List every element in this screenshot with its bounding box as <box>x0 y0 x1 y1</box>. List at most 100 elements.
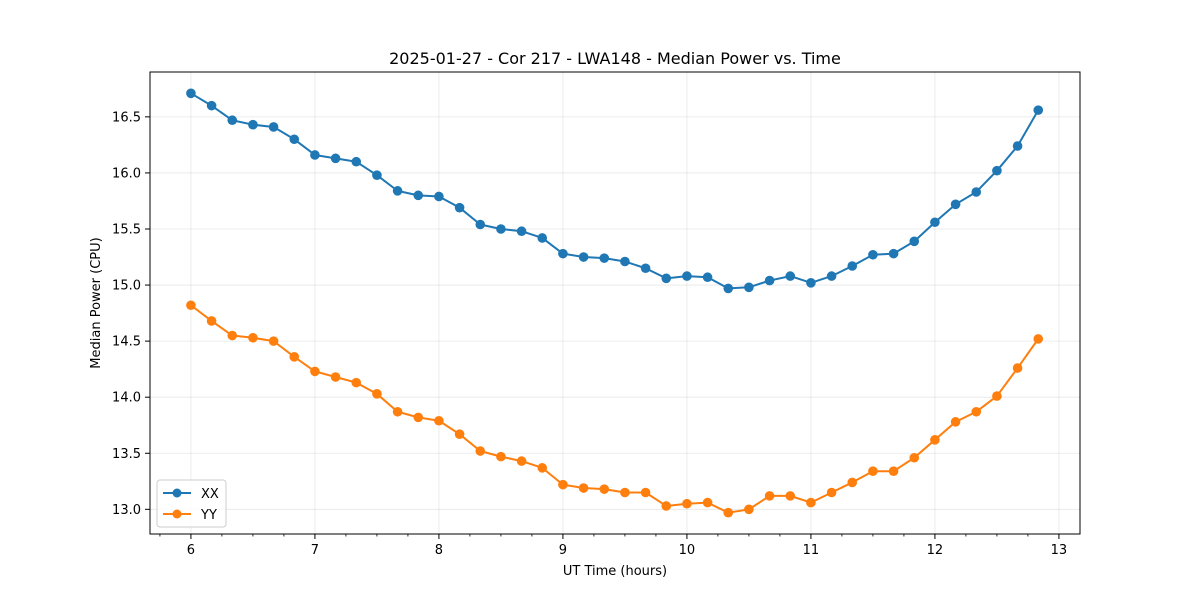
data-point-yy <box>516 456 527 466</box>
data-point-xx <box>640 263 651 274</box>
plot-frame <box>149 71 1081 535</box>
legend-xx-label: XX <box>201 487 219 502</box>
data-point-xx <box>785 271 796 281</box>
legend: XX YY <box>156 479 227 528</box>
data-point-xx <box>930 217 940 228</box>
data-point-yy <box>620 487 630 498</box>
data-point-yy <box>723 507 734 518</box>
data-point-xx <box>186 88 196 99</box>
data-point-yy <box>248 332 258 343</box>
data-point-yy <box>289 352 300 362</box>
data-point-xx <box>950 199 961 210</box>
series-layer <box>186 88 1044 518</box>
data-point-xx <box>227 115 238 126</box>
data-point-xx <box>620 256 630 267</box>
y-tick-label: 15.0 <box>112 279 141 294</box>
data-point-xx <box>1033 105 1044 115</box>
legend-yy-label: YY <box>200 508 217 523</box>
data-point-yy <box>1012 363 1023 373</box>
data-point-yy <box>930 435 940 445</box>
data-point-xx <box>702 272 713 283</box>
data-point-yy <box>496 451 506 462</box>
data-point-xx <box>496 224 506 234</box>
data-point-xx <box>723 283 734 294</box>
data-point-yy <box>537 463 548 473</box>
grid <box>150 72 1080 534</box>
data-point-xx <box>992 165 1002 176</box>
legend-xx-marker <box>172 488 182 498</box>
data-point-yy <box>330 372 341 382</box>
data-point-xx <box>682 271 692 281</box>
x-tick-label: 13 <box>1051 543 1068 558</box>
data-point-yy <box>392 406 403 417</box>
x-tick-label: 8 <box>435 543 443 558</box>
y-axis-label: Median Power (CPU) <box>89 237 104 368</box>
data-point-xx <box>268 122 279 132</box>
data-point-yy <box>310 366 320 377</box>
legend-yy-marker <box>172 509 182 519</box>
data-point-yy <box>578 483 589 493</box>
data-point-yy <box>868 466 878 477</box>
data-point-xx <box>971 187 982 197</box>
data-point-yy <box>682 498 692 509</box>
data-point-xx <box>351 156 362 167</box>
data-point-xx <box>434 191 444 202</box>
data-point-xx <box>475 219 486 230</box>
plot-area <box>150 72 1080 534</box>
chart-title: 2025-01-27 - Cor 217 - LWA148 - Median P… <box>389 49 841 68</box>
x-tick-label: 7 <box>311 543 319 558</box>
data-point-yy <box>661 501 672 511</box>
data-point-yy <box>826 487 837 498</box>
data-point-yy <box>413 412 424 423</box>
data-point-yy <box>640 487 651 498</box>
data-point-xx <box>392 186 403 196</box>
data-point-yy <box>475 446 486 456</box>
data-point-yy <box>599 484 610 494</box>
data-point-yy <box>806 497 816 508</box>
x-tick-label: 6 <box>187 543 195 558</box>
y-tick-label: 13.0 <box>112 503 141 518</box>
data-point-yy <box>992 391 1002 401</box>
data-point-yy <box>558 479 568 490</box>
data-point-yy <box>785 491 796 501</box>
data-point-xx <box>206 100 217 111</box>
data-point-yy <box>454 429 465 440</box>
x-tick-label: 11 <box>803 543 820 558</box>
data-point-xx <box>806 278 816 288</box>
data-point-yy <box>744 504 754 515</box>
x-tick-label: 9 <box>559 543 567 558</box>
data-point-xx <box>537 233 548 243</box>
y-tick-label: 13.5 <box>112 447 141 462</box>
data-point-xx <box>310 150 320 160</box>
data-point-xx <box>744 282 754 293</box>
data-point-yy <box>971 406 982 417</box>
data-point-xx <box>248 119 258 130</box>
data-point-xx <box>330 153 341 164</box>
data-point-xx <box>661 273 672 284</box>
y-tick-label: 16.0 <box>112 166 141 181</box>
data-point-xx <box>599 253 610 263</box>
x-axis-label: UT Time (hours) <box>563 564 667 579</box>
data-point-xx <box>413 190 424 201</box>
data-point-xx <box>372 170 382 180</box>
data-point-yy <box>434 415 444 426</box>
y-tick-label: 14.0 <box>112 391 141 406</box>
data-point-xx <box>558 248 568 259</box>
x-tick-label: 10 <box>679 543 696 558</box>
data-point-yy <box>950 417 961 427</box>
data-point-yy <box>268 336 279 346</box>
data-point-xx <box>289 134 300 145</box>
data-point-yy <box>351 377 362 388</box>
data-point-xx <box>516 226 527 237</box>
y-tick-label: 14.5 <box>112 335 141 350</box>
data-point-yy <box>227 330 238 341</box>
y-tick-label: 16.5 <box>112 110 141 125</box>
data-point-xx <box>578 252 589 262</box>
data-point-yy <box>372 389 382 399</box>
data-point-yy <box>764 491 775 501</box>
data-point-yy <box>206 316 217 326</box>
data-point-xx <box>1012 141 1023 151</box>
series-xx <box>186 88 1044 294</box>
y-tick-label: 15.5 <box>112 222 141 237</box>
